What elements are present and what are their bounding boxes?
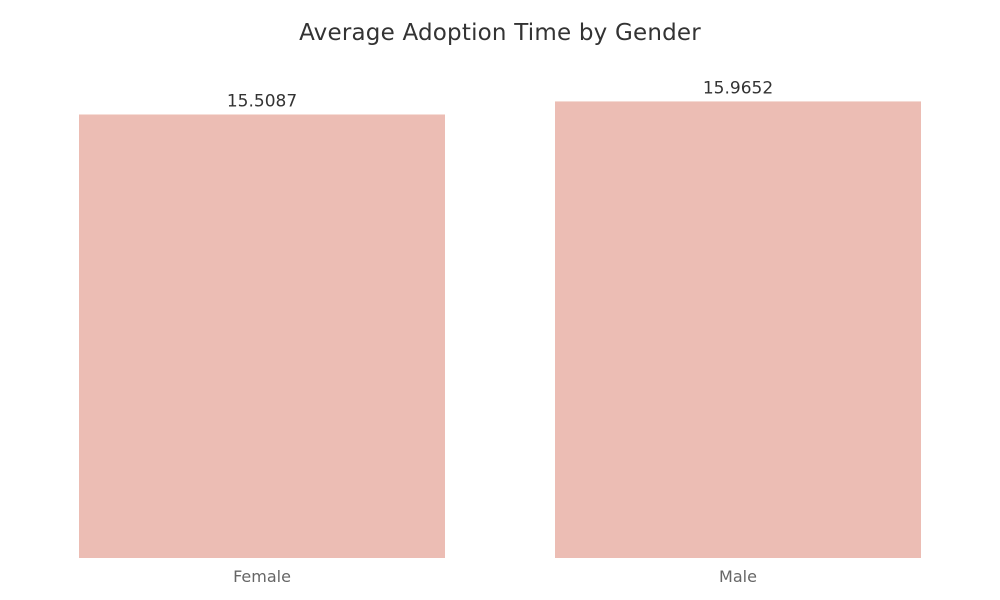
category-label-male: Male — [719, 567, 757, 586]
value-labels-group: 15.5087 15.9652 — [227, 78, 773, 111]
value-label-male: 15.9652 — [703, 78, 773, 98]
bars-group — [79, 101, 921, 559]
bar-female[interactable] — [79, 114, 445, 558]
bar-male[interactable] — [555, 101, 921, 559]
category-labels-group: Female Male — [233, 567, 757, 586]
category-label-female: Female — [233, 567, 291, 586]
chart-title: Average Adoption Time by Gender — [299, 20, 701, 46]
value-label-female: 15.5087 — [227, 91, 297, 111]
